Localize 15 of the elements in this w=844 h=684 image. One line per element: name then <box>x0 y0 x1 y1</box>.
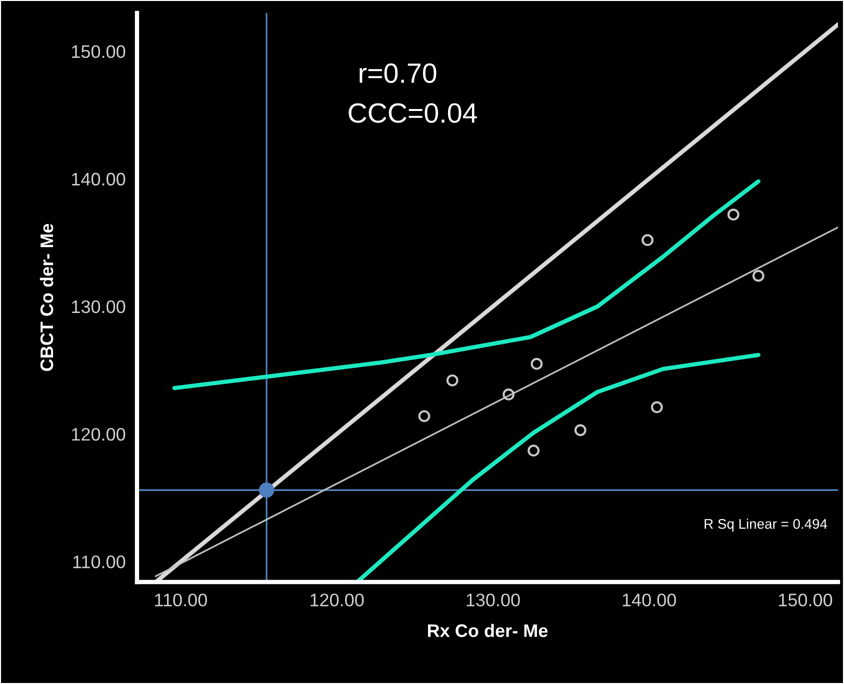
y-tick-label: 110.00 <box>73 556 126 568</box>
x-axis-title: Rx Co der- Me <box>428 624 548 638</box>
x-tick-label: 130.00 <box>466 594 520 606</box>
x-tick-label: 110.00 <box>155 594 207 606</box>
x-tick-label: 140.00 <box>622 594 676 606</box>
annotation: r=0.70 <box>360 63 436 84</box>
y-tick-label: 120.00 <box>72 428 126 441</box>
x-tick-label: 150.00 <box>778 594 832 606</box>
x-tick-label: 120.00 <box>310 594 364 606</box>
annotation: CCC=0.04 <box>348 103 477 123</box>
y-tick-label: 140.00 <box>72 172 126 186</box>
y-tick-label: 150.00 <box>72 45 126 58</box>
y-tick-label: 130.00 <box>72 300 126 314</box>
annotation: R Sq Linear = 0.494 <box>704 518 828 532</box>
y-axis-title: CBCT Co der- Me <box>40 224 54 371</box>
